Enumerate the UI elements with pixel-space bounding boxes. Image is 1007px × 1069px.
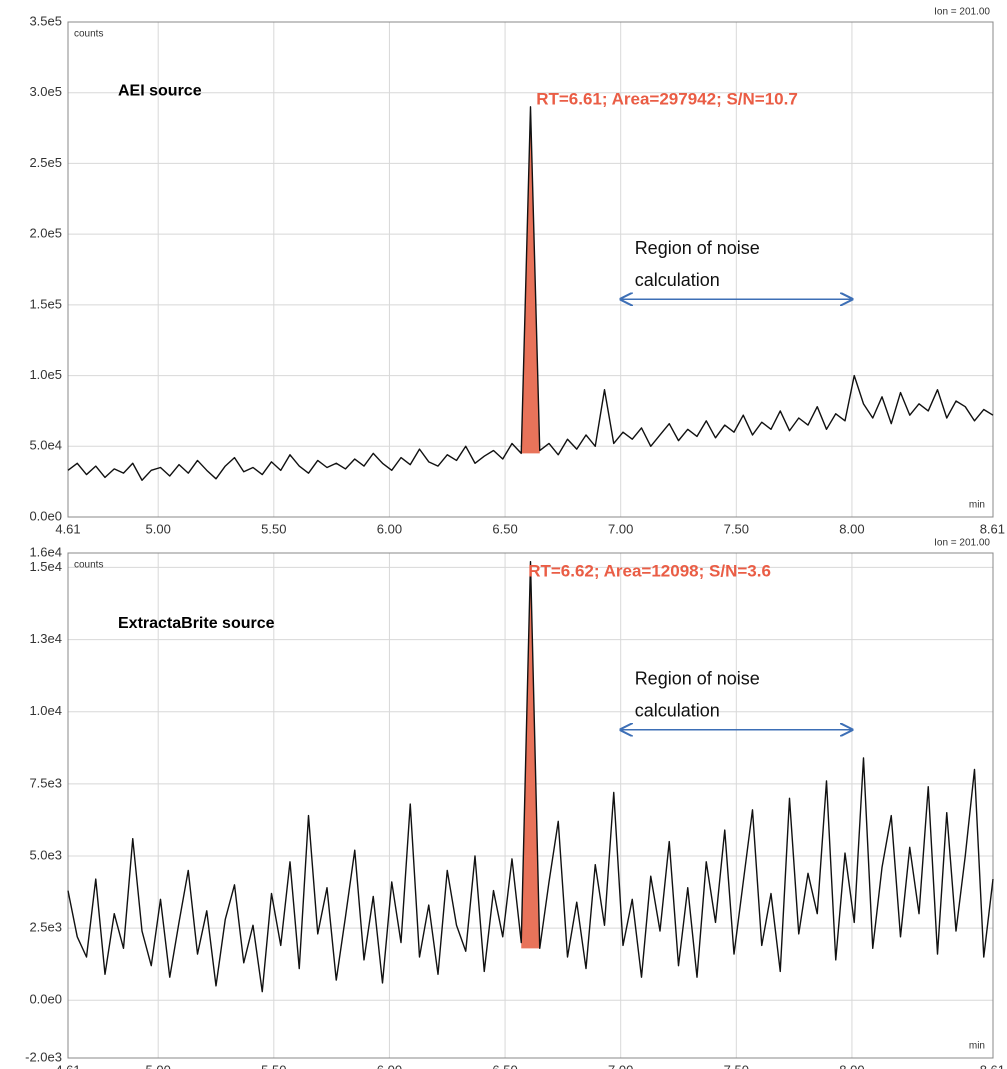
x-tick-label: 7.50 (724, 521, 749, 536)
x-tick-label: 8.61 (980, 521, 1005, 536)
x-tick-label: 6.50 (492, 521, 517, 536)
x-tick-label: 5.00 (146, 521, 171, 536)
ion-label: Ion = 201.00 (934, 538, 990, 549)
x-tick-label: 5.50 (261, 521, 286, 536)
y-unit: counts (74, 29, 103, 40)
y-tick-label: 1.6e4 (29, 544, 62, 559)
peak-label: RT=6.62; Area=12098; S/N=3.6 (528, 561, 771, 580)
x-tick-label: 6.00 (377, 1062, 402, 1069)
y-tick-label: 7.5e3 (29, 775, 62, 790)
y-tick-label: -2.0e3 (25, 1049, 62, 1064)
peak-area (521, 106, 540, 454)
y-tick-label: 5.0e3 (29, 847, 62, 862)
x-tick-label: 6.00 (377, 521, 402, 536)
noise-region-label: Region of noise (635, 669, 760, 689)
y-tick-label: 1.0e4 (29, 703, 62, 718)
y-tick-label: 1.3e4 (29, 631, 62, 646)
y-unit: counts (74, 560, 103, 571)
y-tick-label: 2.0e5 (29, 226, 62, 241)
y-tick-label: 3.0e5 (29, 84, 62, 99)
noise-region-label: Region of noise (635, 238, 760, 258)
x-tick-label: 8.00 (839, 1062, 864, 1069)
x-tick-label: 4.61 (55, 1062, 80, 1069)
x-tick-label: 7.00 (608, 521, 633, 536)
peak-area (521, 561, 540, 949)
y-tick-label: 1.5e5 (29, 296, 62, 311)
y-tick-label: 1.5e4 (29, 559, 62, 574)
y-tick-label: 0.0e0 (29, 508, 62, 523)
source-label: ExtractaBrite source (118, 615, 275, 632)
x-tick-label: 6.50 (492, 1062, 517, 1069)
x-tick-label: 8.61 (980, 1062, 1005, 1069)
y-tick-label: 1.0e5 (29, 367, 62, 382)
y-tick-label: 5.0e4 (29, 438, 62, 453)
noise-region-label: calculation (635, 270, 720, 290)
plot-frame (67, 21, 994, 518)
noise-region-label: calculation (635, 701, 720, 721)
x-tick-label: 5.00 (146, 1062, 171, 1069)
peak-label: RT=6.61; Area=297942; S/N=10.7 (536, 89, 798, 108)
source-label: AEI source (118, 83, 202, 100)
x-tick-label: 7.00 (608, 1062, 633, 1069)
y-tick-label: 3.5e5 (29, 13, 62, 28)
x-unit: min (969, 1041, 985, 1052)
ion-label: Ion = 201.00 (934, 7, 990, 18)
y-tick-label: 2.5e3 (29, 920, 62, 935)
y-tick-label: 2.5e5 (29, 155, 62, 170)
x-tick-label: 5.50 (261, 1062, 286, 1069)
trace-line (67, 560, 994, 993)
y-tick-label: 0.0e0 (29, 992, 62, 1007)
trace-line (67, 106, 994, 481)
x-tick-label: 7.50 (724, 1062, 749, 1069)
x-tick-label: 4.61 (55, 521, 80, 536)
plot-frame (67, 552, 994, 1059)
x-unit: min (969, 500, 985, 511)
x-tick-label: 8.00 (839, 521, 864, 536)
